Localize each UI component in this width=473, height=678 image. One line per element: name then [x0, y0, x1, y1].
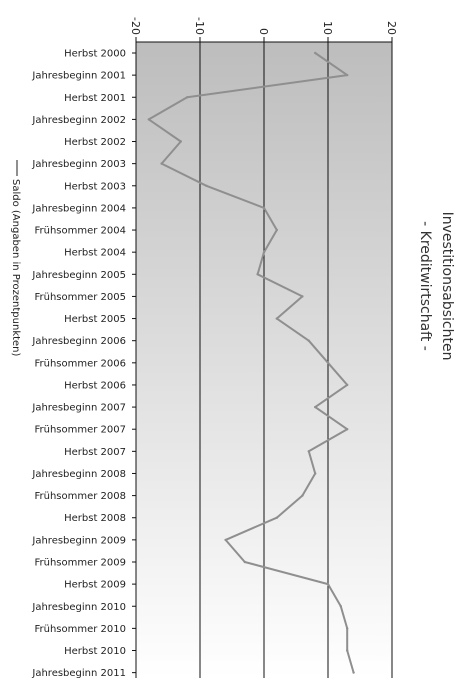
data-point: [262, 206, 266, 210]
category-label: Herbst 2008: [64, 513, 126, 524]
data-point: [346, 428, 349, 431]
legend: Saldo (Angaben in Prozentpunkten): [10, 160, 21, 357]
category-label: Jahresbeginn 2006: [31, 336, 126, 347]
axis-tick-labels: -20 -10 0 10 20: [129, 17, 398, 43]
category-label: Jahresbeginn 2005: [31, 270, 126, 281]
category-label: Frühsommer 2008: [34, 491, 126, 502]
chart-title-group: Investitionsabsichten - Kreditwirtschaft…: [417, 212, 455, 361]
category-label: Frühsommer 2005: [34, 292, 126, 303]
data-point: [346, 649, 349, 652]
category-label: Jahresbeginn 2001: [31, 71, 126, 82]
data-point: [256, 273, 259, 276]
data-point: [314, 51, 317, 55]
series-points: [147, 51, 355, 674]
data-point: [326, 361, 330, 364]
grid-lines: [199, 42, 393, 678]
data-point: [314, 405, 317, 409]
chart-subtitle: - Kreditwirtschaft -: [417, 221, 433, 351]
axis-tick-label: -20: [129, 17, 142, 35]
category-label: Herbst 2002: [64, 137, 126, 148]
category-label: Herbst 2004: [64, 248, 126, 259]
category-label: Frühsommer 2004: [34, 226, 126, 237]
data-point: [275, 516, 278, 519]
axis-tick-label: 10: [321, 21, 334, 35]
data-point: [352, 671, 355, 674]
category-label: Jahresbeginn 2011: [31, 668, 126, 678]
category-label: Jahresbeginn 2010: [31, 602, 126, 613]
data-point: [346, 73, 349, 77]
category-label: Herbst 2009: [64, 580, 126, 591]
data-point: [307, 339, 310, 342]
data-point: [301, 295, 304, 298]
data-point: [301, 494, 304, 497]
category-label: Jahresbeginn 2007: [31, 403, 126, 414]
category-label: Jahresbeginn 2003: [31, 159, 126, 170]
category-label: Frühsommer 2009: [34, 557, 126, 568]
category-label: Jahresbeginn 2009: [31, 535, 126, 546]
data-point: [275, 317, 278, 320]
data-point: [243, 560, 246, 564]
data-point: [179, 140, 182, 143]
category-label: Herbst 2007: [64, 447, 126, 458]
category-label: Herbst 2000: [64, 49, 126, 60]
data-point: [262, 251, 266, 254]
category-label: Frühsommer 2006: [34, 358, 126, 369]
chart-title: Investitionsabsichten: [439, 212, 455, 361]
data-point: [186, 96, 189, 99]
data-point: [339, 605, 342, 608]
data-point: [346, 627, 349, 630]
category-label: Herbst 2010: [64, 646, 126, 657]
category-label: Herbst 2003: [64, 181, 126, 192]
category-label: Jahresbeginn 2008: [31, 469, 126, 480]
category-labels: Herbst 2000 Jahresbeginn 2001 Herbst 2001 J…: [31, 42, 137, 678]
category-label: Frühsommer 2007: [34, 425, 126, 436]
data-point: [147, 118, 150, 121]
category-label: Herbst 2005: [64, 314, 126, 325]
data-point: [160, 162, 163, 165]
data-point: [314, 472, 317, 475]
axis-tick-label: -10: [193, 17, 206, 35]
category-label: Frühsommer 2010: [34, 624, 126, 635]
data-point: [346, 383, 349, 387]
category-label: Herbst 2006: [64, 380, 126, 391]
data-point: [205, 184, 208, 187]
data-point: [326, 582, 330, 586]
axis-tick-label: 20: [385, 21, 398, 35]
legend-label: Saldo (Angaben in Prozentpunkten): [10, 179, 21, 357]
data-point: [307, 450, 310, 453]
category-label: Jahresbeginn 2004: [31, 203, 126, 214]
category-label: Herbst 2001: [64, 93, 126, 104]
category-label: Jahresbeginn 2002: [31, 115, 126, 126]
axis-tick-label: 0: [257, 28, 270, 35]
data-point: [224, 538, 227, 542]
data-point: [275, 228, 278, 232]
